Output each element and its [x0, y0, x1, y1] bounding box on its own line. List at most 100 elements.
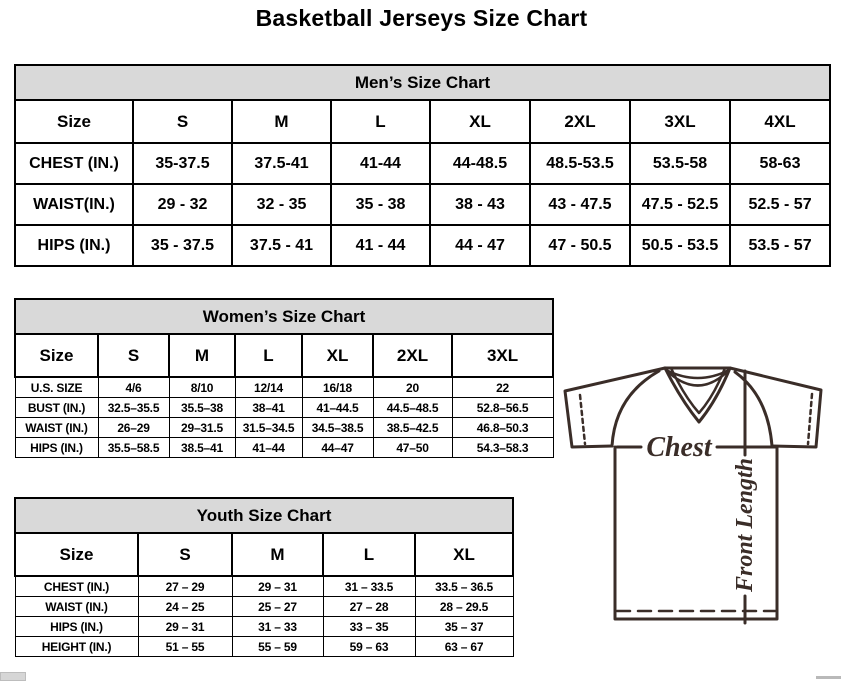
- row-label: CHEST (IN.): [14, 142, 134, 185]
- column-header: XL: [429, 99, 531, 144]
- table-row: HIPS (IN.) 29 – 31 31 – 33 33 – 35 35 – 37: [14, 616, 514, 637]
- cell: 52.8–56.5: [451, 397, 554, 418]
- front-length-label: Front Length: [732, 458, 758, 593]
- column-header: S: [132, 99, 233, 144]
- cell: 38 - 43: [429, 183, 531, 226]
- table-row: U.S. SIZE 4/6 8/10 12/14 16/18 20 22: [14, 376, 554, 398]
- column-header: S: [97, 333, 170, 378]
- jersey-right-sleeve: [728, 366, 823, 449]
- row-label: HIPS (IN.): [14, 224, 134, 267]
- cell: 22: [451, 376, 554, 398]
- cell: 44-48.5: [429, 142, 531, 185]
- row-label: CHEST (IN.): [14, 575, 139, 597]
- cell: 16/18: [301, 376, 374, 398]
- cell: 33.5 – 36.5: [414, 575, 514, 597]
- page-title: Basketball Jerseys Size Chart: [255, 5, 588, 31]
- cell: 48.5-53.5: [529, 142, 631, 185]
- cell: 55 – 59: [231, 636, 324, 657]
- horizontal-scrollbar-thumb-right[interactable]: [816, 676, 841, 679]
- cell: 44.5–48.5: [372, 397, 453, 418]
- cell: 41–44: [234, 437, 303, 458]
- jersey-measurement-diagram: Chest Front Length: [563, 366, 823, 625]
- youth-size-table: Youth Size Chart Size S M L XL CHEST (IN.) 27 –…: [13, 497, 515, 657]
- cell: 8/10: [168, 376, 236, 398]
- column-header: M: [231, 532, 324, 577]
- table-row: CHEST (IN.) 27 – 29 29 – 31 31 – 33.5 33.5 –…: [14, 575, 514, 597]
- table-row: HIPS (IN.) 35.5–58.5 38.5–41 41–44 44–47 47–5…: [14, 437, 554, 458]
- jersey-right-cuff-dashed: [806, 392, 814, 446]
- row-label: HEIGHT (IN.): [14, 636, 139, 657]
- cell: 35-37.5: [132, 142, 233, 185]
- table-row: WAIST (IN.) 26–29 29–31.5 31.5–34.5 34.5–38.…: [14, 417, 554, 438]
- cell: 46.8–50.3: [451, 417, 554, 438]
- jersey-vneck-outer: [663, 366, 732, 424]
- cell: 31 – 33: [231, 616, 324, 637]
- cell: 4/6: [97, 376, 170, 398]
- column-header: M: [231, 99, 332, 144]
- column-header: L: [322, 532, 416, 577]
- cell: 37.5-41: [231, 142, 332, 185]
- cell: 33 – 35: [322, 616, 416, 637]
- cell: 38.5–42.5: [372, 417, 453, 438]
- cell: 24 – 25: [137, 596, 233, 617]
- cell: 53.5 - 57: [728, 224, 832, 267]
- cell: 35 - 37.5: [132, 224, 233, 267]
- cell: 31 – 33.5: [322, 575, 416, 597]
- table-row: CHEST (IN.) 35-37.5 37.5-41 41-44 44-48.5 48.…: [14, 142, 832, 185]
- cell: 29 – 31: [137, 616, 233, 637]
- jersey-right-armhole-seam: [733, 370, 774, 448]
- cell: 44–47: [301, 437, 374, 458]
- table-title: Men’s Size Chart: [13, 64, 832, 101]
- row-label: WAIST(IN.): [14, 183, 134, 226]
- column-header: XL: [301, 333, 374, 378]
- cell: 47.5 - 52.5: [629, 183, 731, 226]
- cell: 35 – 37: [414, 616, 514, 637]
- cell: 41-44: [330, 142, 431, 185]
- cell: 20: [372, 376, 453, 398]
- column-header: L: [234, 333, 303, 378]
- column-header: M: [168, 333, 236, 378]
- cell: 50.5 - 53.5: [629, 224, 731, 267]
- cell: 58-63: [728, 142, 832, 185]
- cell: 52.5 - 57: [728, 183, 832, 226]
- cell: 53.5-58: [629, 142, 731, 185]
- cell: 28 – 29.5: [414, 596, 514, 617]
- cell: 59 – 63: [322, 636, 416, 657]
- cell: 29 - 32: [132, 183, 233, 226]
- table-title: Women’s Size Chart: [13, 298, 555, 335]
- cell: 41–44.5: [301, 397, 374, 418]
- womens-size-table: Women’s Size Chart Size S M L XL 2XL 3XL U.S. SI…: [13, 298, 555, 458]
- table-row: HEIGHT (IN.) 51 – 55 55 – 59 59 – 63 63 – 67: [14, 636, 514, 657]
- chest-label: Chest: [646, 432, 713, 463]
- cell: 47–50: [372, 437, 453, 458]
- column-header: 2XL: [529, 99, 631, 144]
- column-header: 3XL: [450, 333, 555, 378]
- column-header: Size: [14, 99, 134, 144]
- row-label: BUST (IN.): [14, 397, 99, 418]
- column-header: Size: [14, 333, 99, 378]
- cell: 51 – 55: [137, 636, 233, 657]
- jersey-body-outline: [613, 445, 779, 621]
- cell: 41 - 44: [330, 224, 431, 267]
- cell: 37.5 - 41: [231, 224, 332, 267]
- row-label: WAIST (IN.): [14, 417, 99, 438]
- horizontal-scrollbar-thumb-left[interactable]: [0, 672, 26, 681]
- cell: 35.5–38: [168, 397, 236, 418]
- jersey-left-cuff-dashed: [578, 393, 587, 446]
- cell: 32 - 35: [231, 183, 332, 226]
- cell: 35 - 38: [330, 183, 431, 226]
- table-row: WAIST(IN.) 29 - 32 32 - 35 35 - 38 38 - 43 43…: [14, 183, 832, 226]
- row-label: WAIST (IN.): [14, 596, 139, 617]
- cell: 34.5–38.5: [301, 417, 374, 438]
- row-label: HIPS (IN.): [14, 616, 139, 637]
- cell: 47 - 50.5: [529, 224, 631, 267]
- cell: 54.3–58.3: [451, 437, 554, 458]
- table-row: HIPS (IN.) 35 - 37.5 37.5 - 41 41 - 44 44 - …: [14, 224, 832, 267]
- column-header: XL: [413, 532, 515, 577]
- column-header: 3XL: [629, 99, 731, 144]
- cell: 38–41: [234, 397, 303, 418]
- column-header: Size: [14, 532, 139, 577]
- cell: 63 – 67: [414, 636, 514, 657]
- column-header: S: [137, 532, 233, 577]
- cell: 27 – 28: [322, 596, 416, 617]
